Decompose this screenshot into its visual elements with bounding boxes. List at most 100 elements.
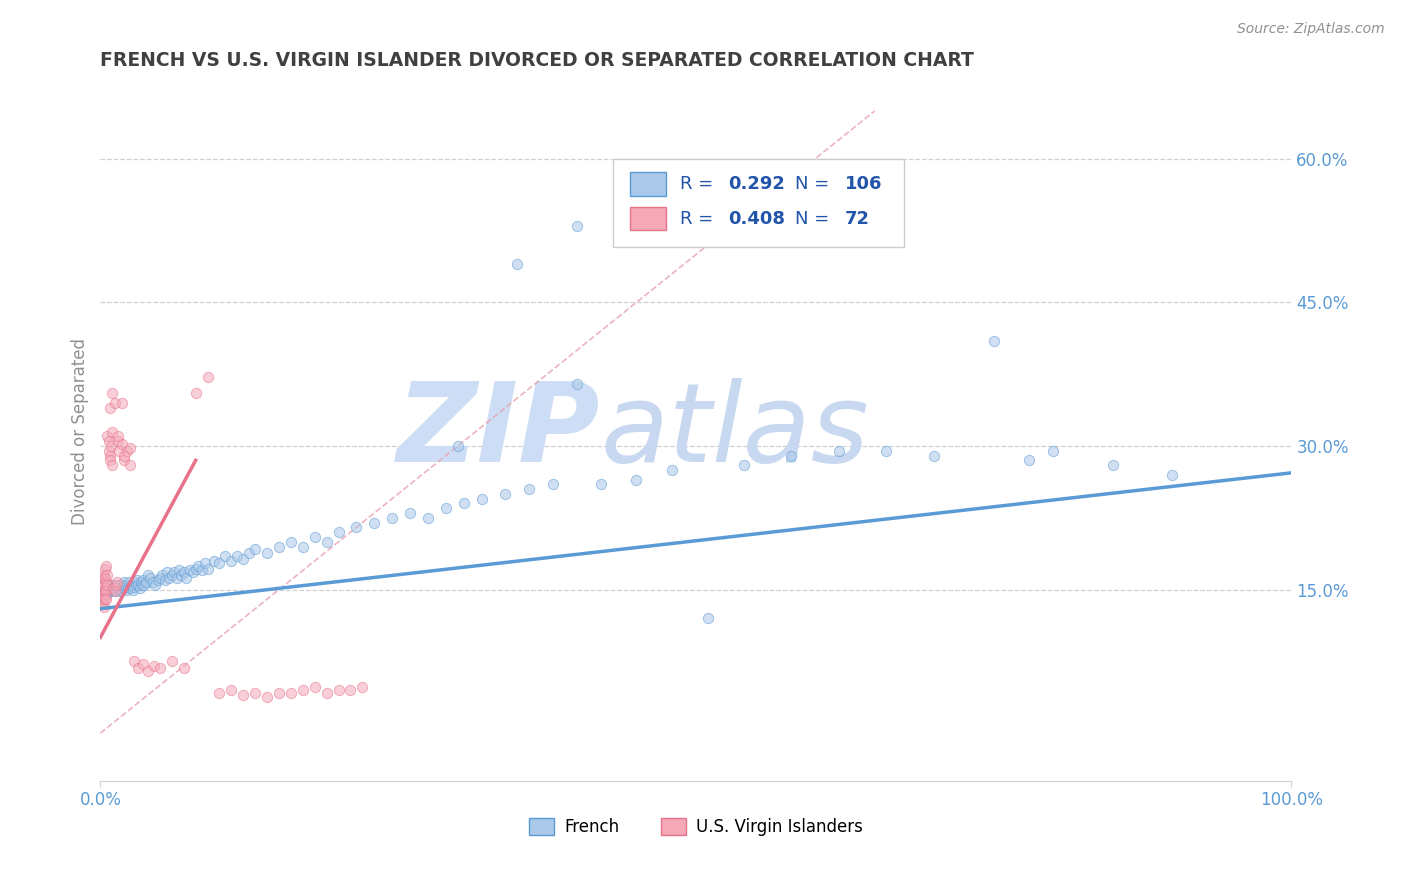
Point: [93, 591, 115, 605]
Point: [127, 661, 149, 675]
Point: [94, 592, 117, 607]
Point: [315, 534, 337, 549]
Point: [136, 568, 159, 582]
Point: [160, 568, 183, 582]
FancyBboxPatch shape: [630, 172, 666, 195]
Point: [1018, 453, 1040, 467]
Point: [112, 574, 135, 589]
Point: [101, 425, 124, 439]
Point: [122, 580, 145, 594]
Point: [94, 561, 117, 575]
Point: [221, 554, 243, 568]
Point: [156, 566, 179, 580]
Point: [517, 482, 540, 496]
Point: [129, 574, 152, 589]
Point: [1042, 443, 1064, 458]
Point: [232, 552, 254, 566]
Point: [96, 429, 118, 443]
Point: [117, 580, 139, 594]
Point: [135, 574, 157, 589]
Point: [149, 661, 172, 675]
Point: [110, 584, 132, 599]
Point: [98, 401, 121, 415]
Point: [565, 219, 588, 233]
Point: [118, 574, 141, 589]
Text: 106: 106: [845, 175, 883, 193]
Point: [111, 581, 134, 595]
Point: [108, 582, 131, 597]
Point: [93, 578, 115, 592]
Point: [131, 578, 153, 592]
Point: [339, 683, 361, 698]
Point: [733, 458, 755, 472]
Point: [167, 563, 190, 577]
Point: [100, 439, 122, 453]
Point: [103, 581, 125, 595]
Point: [90, 597, 112, 611]
Point: [541, 477, 564, 491]
Point: [208, 686, 231, 700]
Point: [139, 571, 162, 585]
Point: [153, 573, 176, 587]
Point: [163, 566, 186, 580]
Point: [143, 578, 166, 592]
Point: [107, 578, 129, 592]
Point: [922, 449, 945, 463]
Point: [304, 680, 326, 694]
Point: [626, 473, 648, 487]
Point: [97, 434, 120, 449]
Point: [94, 582, 117, 597]
Point: [280, 686, 302, 700]
FancyBboxPatch shape: [613, 159, 904, 246]
Point: [91, 578, 114, 592]
Point: [90, 592, 112, 607]
Text: R =: R =: [681, 210, 720, 227]
Point: [661, 463, 683, 477]
Point: [381, 510, 404, 524]
Point: [142, 574, 165, 589]
Point: [111, 578, 134, 592]
Point: [121, 582, 143, 597]
Point: [134, 578, 156, 592]
Text: 72: 72: [845, 210, 870, 227]
Point: [173, 566, 195, 580]
Point: [194, 556, 217, 570]
Point: [98, 453, 121, 467]
Point: [267, 540, 290, 554]
Point: [104, 580, 127, 594]
Point: [107, 429, 129, 443]
Point: [166, 571, 188, 585]
Text: 0.292: 0.292: [728, 175, 785, 193]
Point: [120, 458, 142, 472]
Point: [256, 690, 278, 704]
Point: [187, 558, 209, 573]
Point: [875, 443, 897, 458]
Point: [120, 578, 142, 592]
Point: [696, 611, 718, 625]
Point: [565, 376, 588, 391]
Point: [111, 396, 134, 410]
Point: [315, 686, 337, 700]
Point: [221, 683, 243, 698]
Point: [399, 506, 422, 520]
Point: [208, 556, 231, 570]
Point: [120, 581, 142, 595]
Point: [93, 584, 115, 599]
Point: [98, 449, 121, 463]
Point: [352, 680, 374, 694]
Point: [226, 549, 249, 563]
Point: [197, 561, 219, 575]
Point: [159, 571, 181, 585]
Point: [93, 599, 115, 614]
Point: [132, 573, 155, 587]
Point: [170, 568, 193, 582]
Point: [100, 581, 122, 595]
Point: [115, 582, 138, 597]
Point: [94, 582, 117, 597]
Point: [280, 534, 302, 549]
Point: [96, 558, 118, 573]
Point: [160, 654, 183, 668]
Point: [328, 683, 350, 698]
Point: [197, 370, 219, 384]
Point: [346, 520, 368, 534]
